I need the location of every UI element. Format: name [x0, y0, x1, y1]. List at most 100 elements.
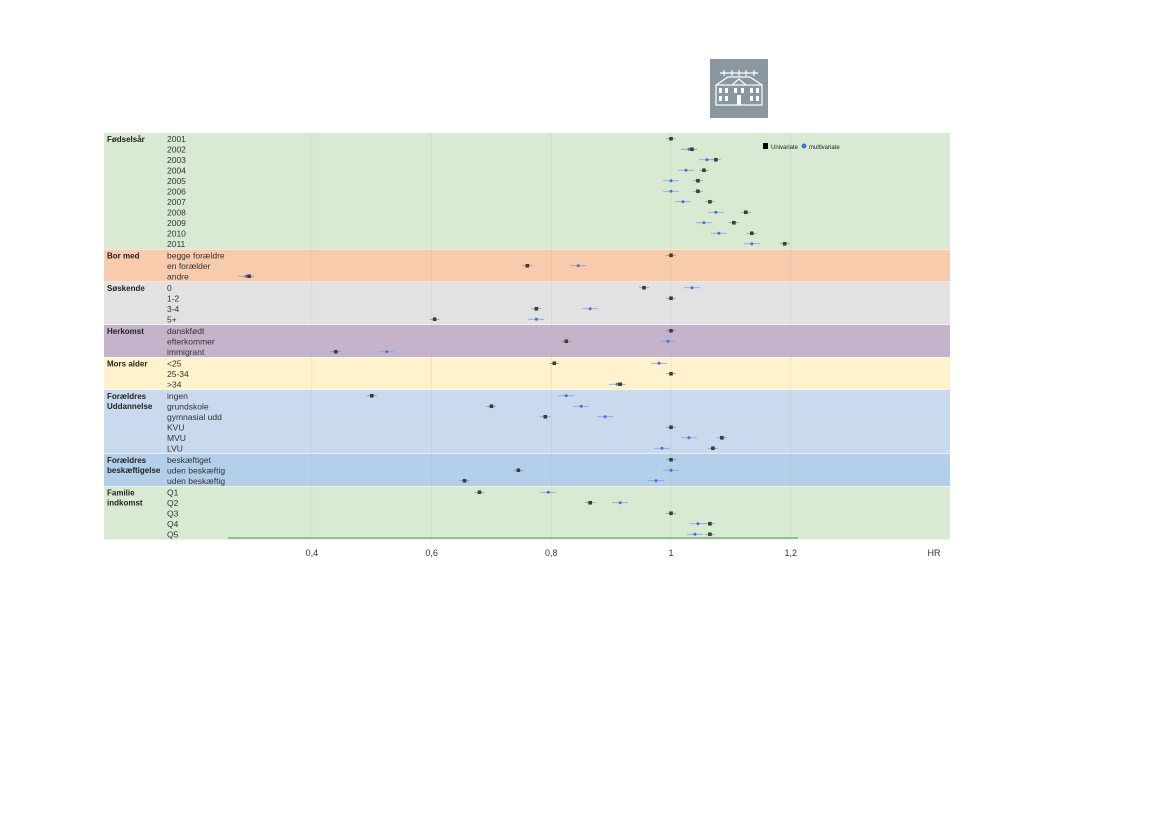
category-label: Q1	[167, 487, 179, 497]
multivariate-point	[705, 158, 709, 162]
category-label: begge forældre	[167, 250, 225, 260]
multivariate-point	[588, 307, 592, 311]
group-label: Familie	[107, 489, 135, 498]
univariate-point	[669, 511, 673, 516]
univariate-point	[543, 414, 548, 419]
univariate-point	[696, 189, 700, 194]
category-label: andre	[167, 271, 189, 281]
univariate-point	[708, 521, 712, 526]
category-label: 2011	[167, 239, 186, 249]
multivariate-point	[669, 189, 673, 193]
category-label: uden beskæftig	[167, 465, 225, 475]
multivariate-point	[696, 522, 700, 526]
univariate-point	[702, 168, 706, 173]
category-label: efterkommer	[167, 336, 215, 346]
category-label: Q5	[167, 529, 179, 539]
category-label: 2003	[167, 155, 186, 165]
category-label: 2001	[167, 134, 186, 144]
category-label: 2004	[167, 165, 186, 175]
category-label: uden beskæftig	[167, 476, 225, 486]
univariate-point	[708, 199, 712, 204]
group-band	[104, 357, 950, 390]
category-label: grundskole	[167, 401, 209, 411]
univariate-point	[744, 210, 748, 215]
category-label: 25-34	[167, 369, 189, 379]
multivariate-point	[702, 221, 706, 225]
category-label: 2006	[167, 186, 186, 196]
multivariate-point	[717, 231, 721, 235]
category-label: 2008	[167, 207, 186, 217]
multivariate-point	[546, 490, 550, 494]
category-label: 2005	[167, 176, 186, 186]
multivariate-point	[681, 200, 685, 204]
univariate-point	[369, 393, 374, 398]
category-label: MVU	[167, 433, 186, 443]
univariate-point	[588, 500, 593, 505]
group-label: Fødselsår	[107, 135, 145, 144]
category-label: 2002	[167, 144, 186, 154]
category-label: LVU	[167, 443, 183, 453]
multivariate-point	[618, 501, 622, 505]
univariate-point	[564, 339, 569, 344]
multivariate-point	[534, 317, 538, 321]
multivariate-point	[666, 339, 670, 343]
univariate-point	[669, 136, 673, 141]
univariate-point	[477, 490, 482, 495]
univariate-point	[732, 220, 736, 225]
category-label: beskæftiget	[167, 455, 212, 465]
category-label: 2007	[167, 197, 186, 207]
univariate-point	[489, 404, 494, 409]
group-band	[104, 486, 950, 540]
category-label: >34	[167, 379, 182, 389]
univariate-point	[432, 317, 437, 322]
univariate-point	[247, 274, 251, 279]
group-label: beskæftigelse	[107, 466, 161, 475]
category-label: 1-2	[167, 293, 180, 303]
multivariate-point	[385, 350, 389, 354]
multivariate-point	[603, 415, 607, 419]
univariate-point	[334, 349, 338, 354]
group-band	[104, 133, 950, 250]
legend-univariate-label: Univariate	[771, 145, 799, 151]
building-logo-icon	[710, 59, 768, 118]
x-tick-label: 0,8	[545, 548, 558, 558]
univariate-point	[696, 178, 700, 183]
category-label: <25	[167, 358, 182, 368]
univariate-point	[669, 425, 673, 430]
univariate-point	[642, 285, 646, 290]
univariate-point	[782, 241, 787, 246]
group-label: Bor med	[107, 252, 140, 261]
group-band	[104, 282, 950, 325]
category-label: danskfødt	[167, 326, 205, 336]
category-label: gymnasial udd	[167, 412, 222, 422]
univariate-point	[618, 382, 622, 387]
univariate-point	[669, 371, 673, 376]
category-label: 5+	[167, 314, 177, 324]
multivariate-point	[693, 532, 697, 536]
multivariate-point	[750, 242, 754, 246]
group-band	[104, 325, 950, 358]
category-label: 2009	[167, 218, 186, 228]
x-tick-label: 1	[668, 548, 673, 558]
x-tick-label: 1,2	[784, 548, 797, 558]
multivariate-point	[669, 179, 673, 183]
group-label: Forældres	[107, 392, 147, 401]
category-label: 2010	[167, 228, 186, 238]
univariate-point	[749, 231, 754, 236]
category-label: en forælder	[167, 261, 211, 271]
group-label: Mors alder	[107, 360, 147, 369]
multivariate-point	[657, 361, 661, 365]
univariate-point	[462, 478, 467, 483]
univariate-point	[516, 468, 521, 473]
univariate-point	[525, 263, 530, 268]
category-label: 0	[167, 283, 172, 293]
univariate-point	[720, 435, 724, 440]
group-label: Uddannelse	[107, 402, 153, 411]
x-tick-label: 0,6	[425, 548, 438, 558]
group-label: Herkomst	[107, 327, 144, 336]
group-band	[104, 390, 950, 454]
multivariate-point	[654, 479, 658, 483]
univariate-point	[669, 296, 673, 301]
category-label: ingen	[167, 391, 188, 401]
